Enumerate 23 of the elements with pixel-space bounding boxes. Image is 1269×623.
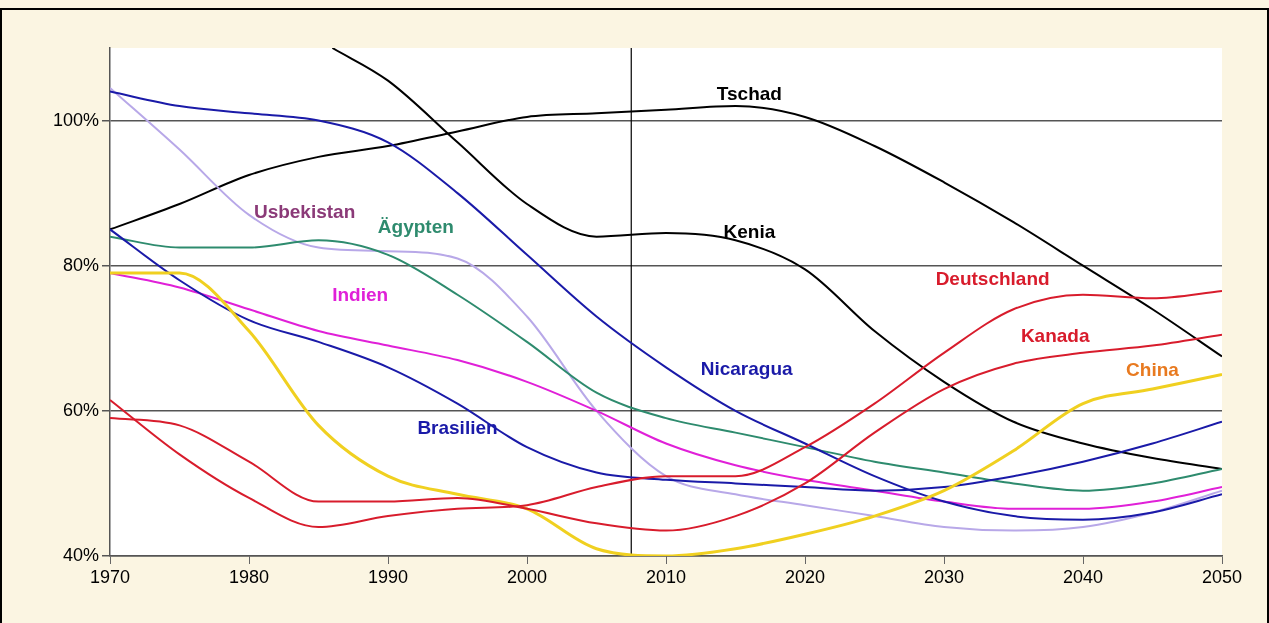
series-label: Deutschland <box>935 268 1050 290</box>
y-tick-label: 80% <box>62 254 99 275</box>
x-tick-label: 2050 <box>1201 566 1243 587</box>
x-tick-label: 1990 <box>367 566 409 587</box>
x-tick-label: 2010 <box>645 566 687 587</box>
series-label: Indien <box>332 284 389 306</box>
x-tick-label: 2020 <box>784 566 826 587</box>
series-label: China <box>1126 359 1180 381</box>
series-label: Nicaragua <box>700 358 793 380</box>
y-tick-label: 40% <box>62 544 99 565</box>
series-label: Usbekistan <box>253 200 356 222</box>
series-label: Kanada <box>1020 325 1090 347</box>
x-tick-label: 1970 <box>89 566 131 587</box>
x-tick-label: 2000 <box>506 566 548 587</box>
x-tick-label: 2040 <box>1062 566 1104 587</box>
series-label: Brasilien <box>417 417 498 439</box>
y-tick-label: 100% <box>52 109 99 130</box>
x-tick-label: 1980 <box>228 566 270 587</box>
y-tick-label: 60% <box>62 399 99 420</box>
x-tick-label: 2030 <box>923 566 965 587</box>
series-label: Tschad <box>716 83 782 105</box>
series-label: Kenia <box>723 221 776 243</box>
series-label: Ägypten <box>377 216 454 238</box>
